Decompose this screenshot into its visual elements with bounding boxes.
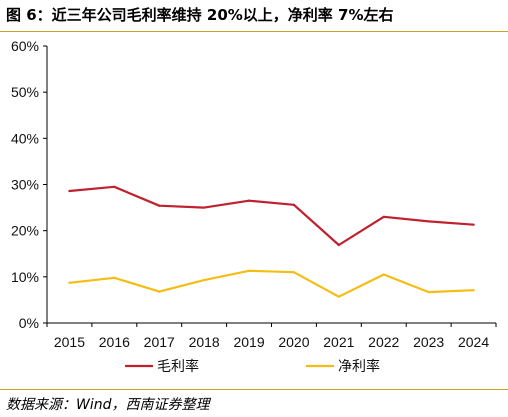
legend: 毛利率 净利率 [125, 358, 380, 375]
data-point [292, 203, 296, 206]
y-tick-label: 20% [11, 223, 39, 239]
y-tick-label: 30% [11, 177, 39, 193]
figure-title: 图 6：近三年公司毛利率维持 20%以上，净利率 7%左右 [6, 6, 394, 24]
data-point [203, 278, 206, 282]
data-point [247, 269, 251, 272]
x-tick-label: 2021 [323, 334, 354, 350]
data-point [382, 215, 385, 218]
data-point [113, 276, 116, 279]
y-tick-label: 60% [11, 38, 39, 54]
chart-axes [43, 45, 497, 327]
data-point [337, 295, 340, 298]
data-point [68, 189, 71, 193]
legend-label-1: 毛利率 [157, 358, 199, 375]
data-point [472, 289, 475, 292]
data-point [113, 185, 116, 188]
x-tick-label: 2015 [54, 334, 85, 350]
legend-label-2: 净利率 [338, 358, 380, 375]
data-point [203, 206, 206, 209]
y-tick-label: 40% [11, 130, 39, 146]
data-point [382, 273, 385, 276]
title-rule [0, 31, 508, 32]
x-tick-label: 2023 [413, 334, 444, 350]
data-point [247, 199, 251, 202]
line-chart: 0%10%20%30%40%50%60% 2015 2016 2017 2018 201… [11, 38, 497, 375]
data-point [427, 220, 430, 223]
x-tick-label: 2017 [144, 334, 175, 350]
x-tick-label: 2020 [278, 334, 309, 350]
x-tick-label: 2024 [458, 334, 489, 350]
data-point [158, 290, 161, 293]
data-point [68, 281, 71, 284]
data-point [158, 204, 161, 207]
x-tick-label: 2022 [368, 334, 399, 350]
source-note: 数据来源：Wind，西南证券整理 [6, 397, 210, 413]
data-point [427, 290, 430, 294]
y-tick-labels: 0% 10% 20% 30% 40% 50% 60% [11, 38, 39, 331]
data-point [337, 243, 340, 247]
x-tick-label: 2018 [189, 334, 220, 350]
source-rule [0, 389, 508, 390]
data-point [472, 223, 475, 226]
y-tick-label: 50% [11, 84, 39, 100]
x-tick-label: 2016 [99, 334, 130, 350]
series-lines [68, 185, 475, 298]
data-point [292, 271, 296, 274]
series-line-1 [68, 185, 475, 247]
x-tick-label: 2019 [233, 334, 264, 350]
y-tick-label: 10% [11, 269, 39, 285]
series-line-2 [68, 269, 475, 298]
y-tick-label: 0% [19, 315, 39, 331]
x-tick-labels: 2015 2016 2017 2018 2019 2020 2021 2022 2023 2024 [54, 334, 489, 350]
